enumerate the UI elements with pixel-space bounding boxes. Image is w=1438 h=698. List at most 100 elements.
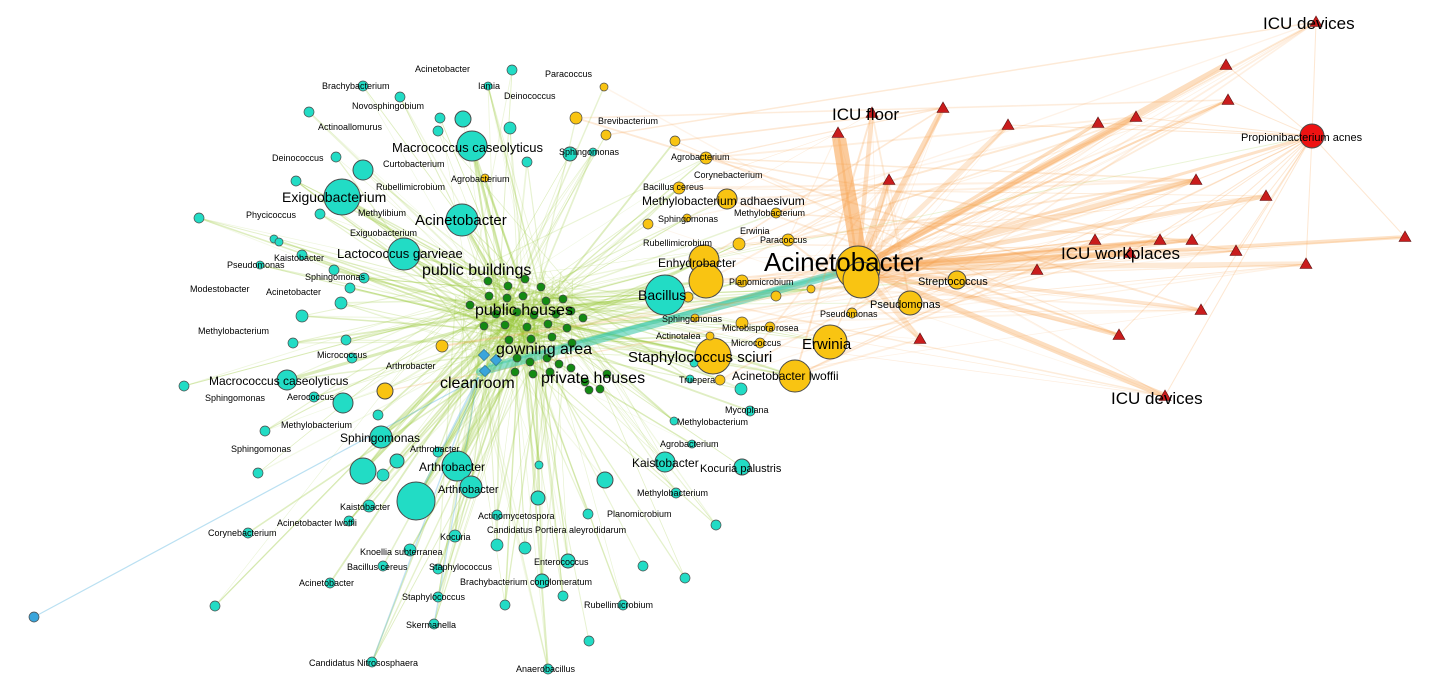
- edge: [511, 294, 608, 375]
- taxon-node: [541, 296, 551, 306]
- taxon-node: [569, 111, 583, 125]
- taxon-label: Acinetobacter: [266, 287, 321, 297]
- taxon-node: [358, 272, 370, 284]
- taxon-node: [812, 324, 848, 360]
- edge: [528, 151, 594, 277]
- edge: [512, 217, 688, 316]
- taxon-label: Deinococcus: [504, 91, 556, 101]
- edge: [741, 239, 1161, 282]
- edge: [521, 328, 751, 412]
- edge: [552, 287, 569, 562]
- edge: [539, 259, 705, 328]
- edge: [454, 294, 488, 537]
- taxon-label: Erwinia: [802, 336, 852, 353]
- edge: [463, 280, 489, 326]
- taxon-node: [529, 310, 539, 320]
- edge: [1135, 116, 1313, 137]
- taxon-label: Acinetobacter: [415, 64, 470, 74]
- edge: [537, 294, 666, 310]
- edge: [471, 313, 549, 325]
- edge: [484, 177, 539, 338]
- taxon-label: Staphylococcus sciuri: [628, 349, 772, 366]
- taxon-node: [434, 112, 446, 124]
- edge: [686, 116, 1137, 219]
- edge: [456, 334, 498, 467]
- taxon-label: Brachybacterium conglomeratum: [460, 577, 592, 587]
- edge: [301, 315, 541, 334]
- icu-sample-node: [831, 126, 845, 138]
- icu-sample-node: [1299, 257, 1313, 269]
- edge: [520, 318, 540, 466]
- edge: [487, 85, 546, 312]
- taxon-node: [491, 309, 501, 319]
- taxon-node: [518, 541, 532, 555]
- taxon-node: [716, 188, 738, 210]
- taxon-node: [705, 331, 715, 341]
- edge: [871, 112, 879, 279]
- edge: [741, 179, 1197, 324]
- taxon-node: [526, 334, 536, 344]
- edge: [313, 326, 543, 398]
- edge: [956, 279, 1120, 336]
- taxon-label: Planomicrobium: [607, 509, 672, 519]
- edge: [487, 85, 499, 344]
- edge: [1235, 135, 1313, 252]
- edge: [461, 157, 707, 317]
- edge: [198, 217, 540, 309]
- edge: [505, 187, 680, 355]
- edge: [340, 302, 501, 354]
- taxon-label: Pseudomonas: [227, 260, 285, 270]
- taxon-label: Bacillus cereus: [347, 562, 408, 572]
- edge: [1159, 135, 1313, 241]
- icu-sample-node: [1091, 116, 1105, 128]
- edge: [488, 284, 743, 324]
- taxon-label: Rubellimicrobium: [584, 600, 653, 610]
- edge: [877, 124, 1009, 279]
- taxon-node: [28, 611, 40, 623]
- edge: [674, 107, 944, 142]
- taxon-node: [654, 451, 676, 473]
- taxon-node: [344, 282, 356, 294]
- taxon-node: [441, 450, 473, 482]
- edge-icu-floor-acinetobacter: [832, 138, 866, 252]
- taxon-label: Methylobacterium: [734, 208, 805, 218]
- taxon-node: [296, 249, 308, 261]
- edge: [705, 179, 890, 282]
- edge: [363, 277, 508, 291]
- edge: [794, 112, 873, 377]
- taxon-node: [491, 509, 503, 521]
- edge: [705, 280, 1202, 311]
- taxon-label: Sphingomonas: [205, 393, 266, 403]
- taxon-node: [578, 313, 588, 323]
- edge: [694, 99, 1229, 319]
- edge: [1200, 135, 1313, 311]
- edge: [877, 277, 1166, 397]
- taxon-label: Propionibacterium acnes: [1241, 132, 1363, 144]
- taxon-node: [366, 656, 378, 668]
- edge: [437, 293, 538, 570]
- edge: [403, 253, 536, 341]
- taxon-node: [584, 385, 594, 395]
- taxon-node: [480, 173, 490, 183]
- edge: [694, 239, 1193, 319]
- edge: [1227, 99, 1313, 137]
- edge: [541, 315, 675, 422]
- taxon-label: Streptococcus: [918, 276, 988, 288]
- edge: [482, 314, 796, 377]
- edge: [909, 21, 1317, 304]
- taxon-node: [520, 274, 530, 284]
- edge: [769, 263, 1307, 328]
- taxon-node: [566, 306, 576, 316]
- edge: [371, 377, 479, 663]
- edge: [741, 179, 1197, 282]
- edge: [351, 295, 510, 359]
- taxon-node: [690, 313, 700, 323]
- edge: [380, 329, 522, 438]
- edge: [1097, 122, 1313, 137]
- edge: [504, 277, 555, 606]
- taxon-label: Sphingomonas: [662, 314, 723, 324]
- edge: [539, 273, 717, 526]
- taxon-label: Actinomycetospora: [478, 511, 555, 521]
- taxon-label: Arthrobacter: [438, 484, 499, 496]
